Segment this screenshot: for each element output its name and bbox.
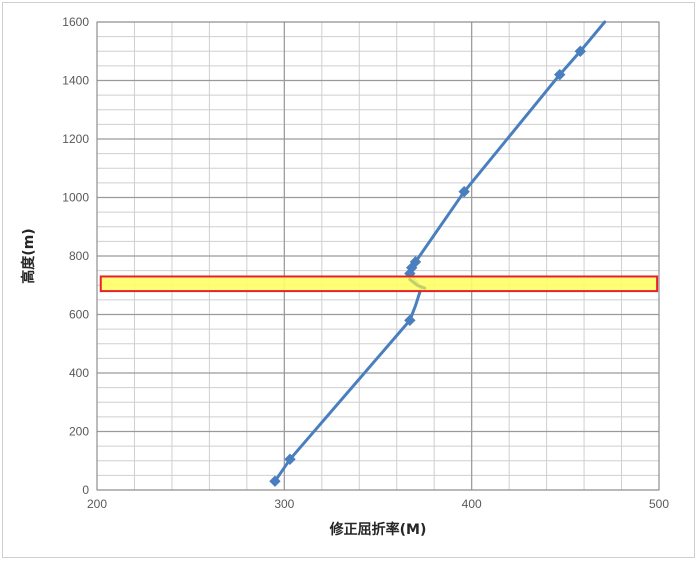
data-point-marker [409,256,422,268]
y-tick-label: 400 [69,366,89,380]
x-tick-label: 400 [462,497,482,511]
data-point-marker [269,475,281,487]
y-tick-label: 1600 [62,15,89,29]
data-point-marker [554,68,566,81]
plot-area-border [96,21,660,491]
y-tick-labels: 0 200 400 600 800 1000 1200 1400 1600 [62,15,89,497]
y-tick-label: 0 [82,483,89,497]
data-point-marker [574,45,587,57]
y-tick-label: 600 [69,308,89,322]
x-tick-labels: 200 300 400 500 [87,497,669,511]
chart: 200 300 400 500 020040060080010001200140016… [20,15,669,538]
data-point-marker [458,185,470,198]
y-tick-label: 1000 [62,191,89,205]
data-point-marker [284,453,296,465]
x-axis-title: 修正屈折率(M) [329,521,427,538]
data-point-marker [404,314,416,327]
x-tick-label: 200 [87,497,107,511]
y-tick-label: 800 [69,249,89,263]
y-tick-label: 1400 [62,74,89,88]
x-tick-label: 300 [274,497,294,511]
series-line [273,20,607,483]
highlight-segment-line [408,277,427,290]
y-axis-title: 高度(m) [20,228,37,283]
highlight-band [99,275,659,293]
major-gridlines [96,21,660,491]
highlight-layer [99,275,659,293]
x-tick-label: 500 [649,497,669,511]
y-tick-label: 1200 [62,132,89,146]
y-tick-label: 200 [69,425,89,439]
